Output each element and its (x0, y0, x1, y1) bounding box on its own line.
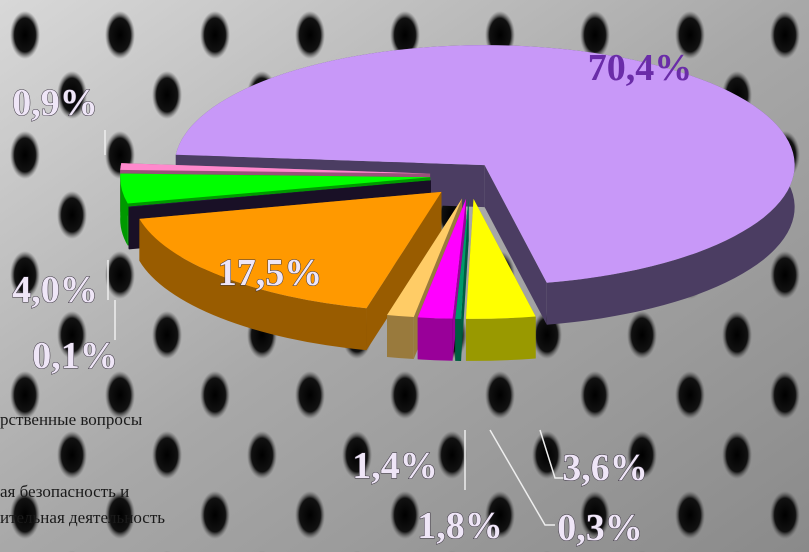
slice (417, 198, 467, 319)
slice-side (455, 318, 462, 361)
slice (455, 198, 469, 319)
slice-side (120, 173, 128, 246)
value-label: 1,4% (352, 445, 438, 487)
value-label: 0,3% (557, 507, 643, 549)
slice (387, 198, 463, 318)
legend-text: ительная деятельность (0, 508, 165, 527)
legend-text: рственные вопросы (0, 410, 143, 429)
pie (120, 45, 795, 361)
value-label: 0,9% (12, 82, 98, 124)
slice (139, 191, 442, 309)
slice (120, 173, 431, 204)
value-label: 1,8% (417, 505, 503, 547)
value-label: 70,4% (588, 47, 693, 89)
slice-side (139, 218, 367, 351)
slice-side (484, 165, 547, 325)
value-label: 4,0% (12, 269, 98, 311)
value-label: 3,6% (562, 447, 648, 489)
slice (120, 163, 431, 174)
leaders (104, 130, 565, 526)
leader-line (489, 429, 555, 526)
slice-side (417, 317, 453, 361)
slice (128, 180, 431, 208)
slice (465, 198, 536, 319)
slice-side (387, 314, 414, 360)
value-label: 0,1% (32, 335, 118, 377)
legend-text: ая безопасность и (0, 482, 129, 501)
value-label: 17,5% (218, 252, 323, 294)
slice (175, 45, 795, 283)
leader-line (539, 429, 565, 479)
slice-side (465, 316, 536, 361)
